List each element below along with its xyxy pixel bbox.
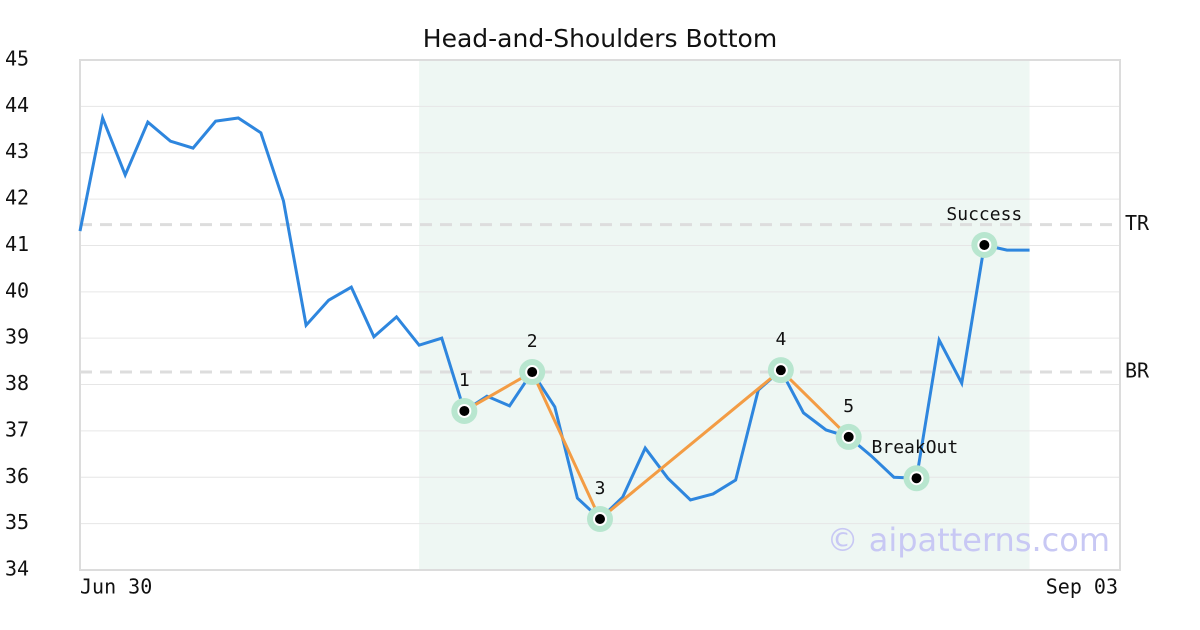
y-tick-label: 34 xyxy=(5,557,29,581)
y-tick-label: 38 xyxy=(5,371,29,395)
pattern-point xyxy=(977,237,992,252)
pattern-label: BreakOut xyxy=(872,437,959,458)
level-label: TR xyxy=(1125,211,1150,235)
y-tick-label: 41 xyxy=(5,232,29,256)
y-tick-label: 42 xyxy=(5,186,29,210)
y-tick-label: 35 xyxy=(5,510,29,534)
pattern-label: 1 xyxy=(459,370,470,391)
plot-frame xyxy=(79,59,1121,571)
watermark: © aipatterns.com xyxy=(827,521,1110,559)
pattern-point xyxy=(909,471,924,486)
y-tick-label: 39 xyxy=(5,325,29,349)
x-tick-label: Sep 03 xyxy=(1046,575,1118,599)
y-tick-label: 45 xyxy=(5,47,29,71)
y-tick-label: 40 xyxy=(5,278,29,302)
price-line xyxy=(78,112,1030,522)
x-tick-label: Jun 30 xyxy=(80,575,152,599)
pattern-label: 3 xyxy=(595,478,606,499)
chart-title: Head-and-Shoulders Bottom xyxy=(423,24,777,53)
pattern-point xyxy=(457,403,472,418)
level-label: BR xyxy=(1125,359,1150,383)
pattern-label: Success xyxy=(946,204,1022,225)
pattern-point xyxy=(525,365,540,380)
pattern-point xyxy=(593,512,607,526)
y-tick-label: 43 xyxy=(5,139,29,163)
pattern-span xyxy=(419,60,1030,570)
pattern-point xyxy=(773,363,788,378)
pattern-label: 2 xyxy=(527,331,538,352)
pattern-point xyxy=(841,429,856,444)
y-tick-label: 37 xyxy=(5,417,29,441)
y-tick-label: 44 xyxy=(5,93,29,117)
pattern-label: 4 xyxy=(775,329,786,350)
pattern-label: 5 xyxy=(843,396,854,417)
y-tick-label: 36 xyxy=(5,464,29,488)
